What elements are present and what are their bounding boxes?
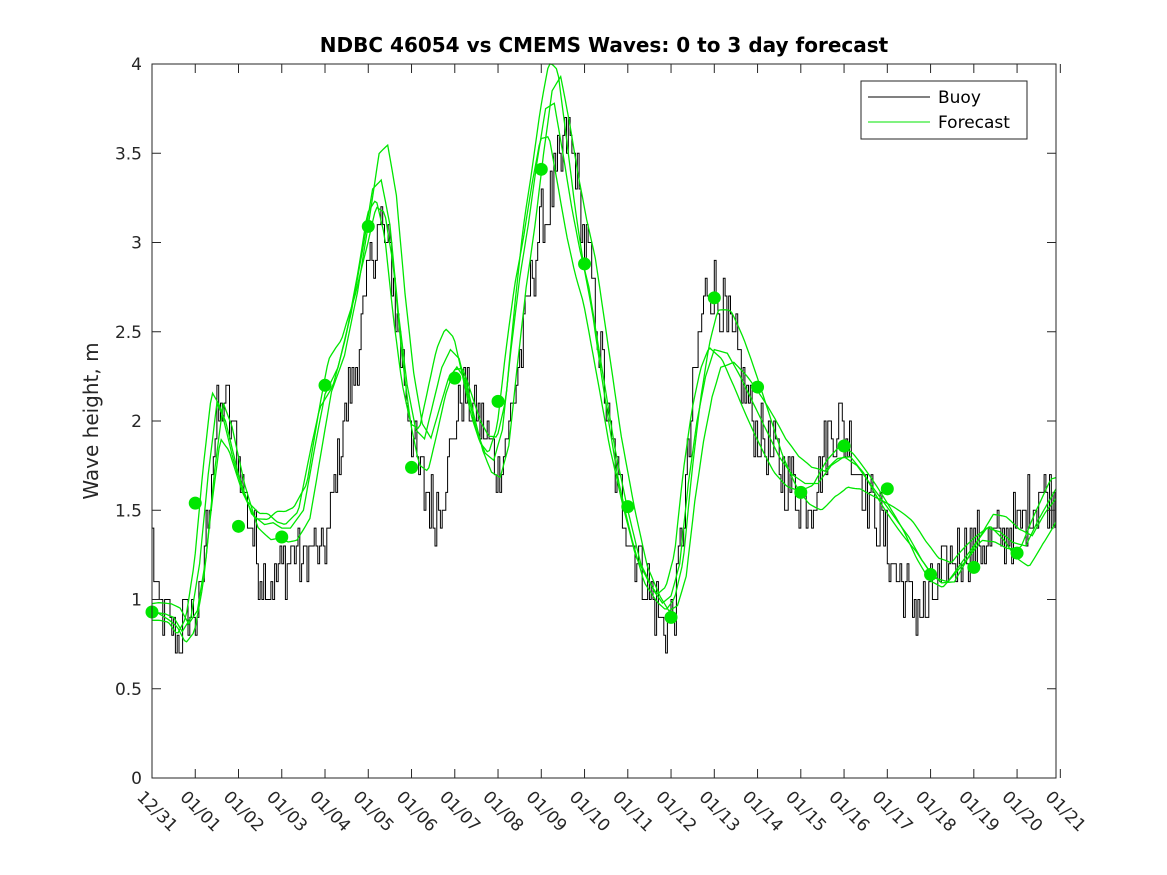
forecast-marker <box>1010 546 1024 560</box>
forecast-marker <box>188 496 202 510</box>
forecast-marker <box>534 162 548 176</box>
forecast-marker <box>275 530 289 544</box>
forecast-marker <box>967 560 981 574</box>
forecast-marker <box>578 257 592 271</box>
forecast-marker <box>837 439 851 453</box>
forecast-marker <box>405 460 419 474</box>
y-axis-label: Wave height, m <box>79 342 103 499</box>
legend-label-forecast: Forecast <box>938 113 1010 133</box>
forecast-marker <box>664 610 678 624</box>
y-tick-label: 0.5 <box>115 680 142 700</box>
forecast-run-line <box>151 63 1057 643</box>
forecast-marker <box>448 371 462 385</box>
forecast-marker <box>880 482 894 496</box>
legend-box <box>860 80 1028 140</box>
forecast-series <box>151 63 1057 643</box>
forecast-marker <box>794 485 808 499</box>
y-axis: 0 0.5 1 1.5 2 2.5 3 3.5 4 <box>115 55 1056 789</box>
forecast-run-line <box>151 136 1057 634</box>
plot-area <box>152 64 1056 778</box>
forecast-run-line <box>151 102 1057 633</box>
y-tick-label: 3.5 <box>115 144 142 164</box>
forecast-marker <box>491 394 505 408</box>
forecast-run-line <box>151 74 1057 626</box>
y-tick-label: 1 <box>131 591 142 611</box>
legend: Buoy Forecast <box>860 80 1028 140</box>
forecast-markers <box>145 162 1024 624</box>
forecast-marker <box>318 378 332 392</box>
forecast-marker <box>751 380 765 394</box>
y-tick-label: 2.5 <box>115 323 142 343</box>
forecast-marker <box>707 291 721 305</box>
legend-label-buoy: Buoy <box>938 88 981 108</box>
forecast-marker <box>232 519 246 533</box>
forecast-marker <box>924 568 938 582</box>
y-tick-label: 0 <box>131 769 142 789</box>
y-tick-label: 4 <box>131 55 142 75</box>
y-tick-label: 3 <box>131 234 142 254</box>
chart-title: NDBC 46054 vs CMEMS Waves: 0 to 3 day fo… <box>320 33 889 57</box>
forecast-marker <box>621 500 635 514</box>
y-tick-label: 2 <box>131 412 142 432</box>
forecast-marker <box>361 219 375 233</box>
series-layer <box>145 63 1057 654</box>
y-tick-label: 1.5 <box>115 501 142 521</box>
